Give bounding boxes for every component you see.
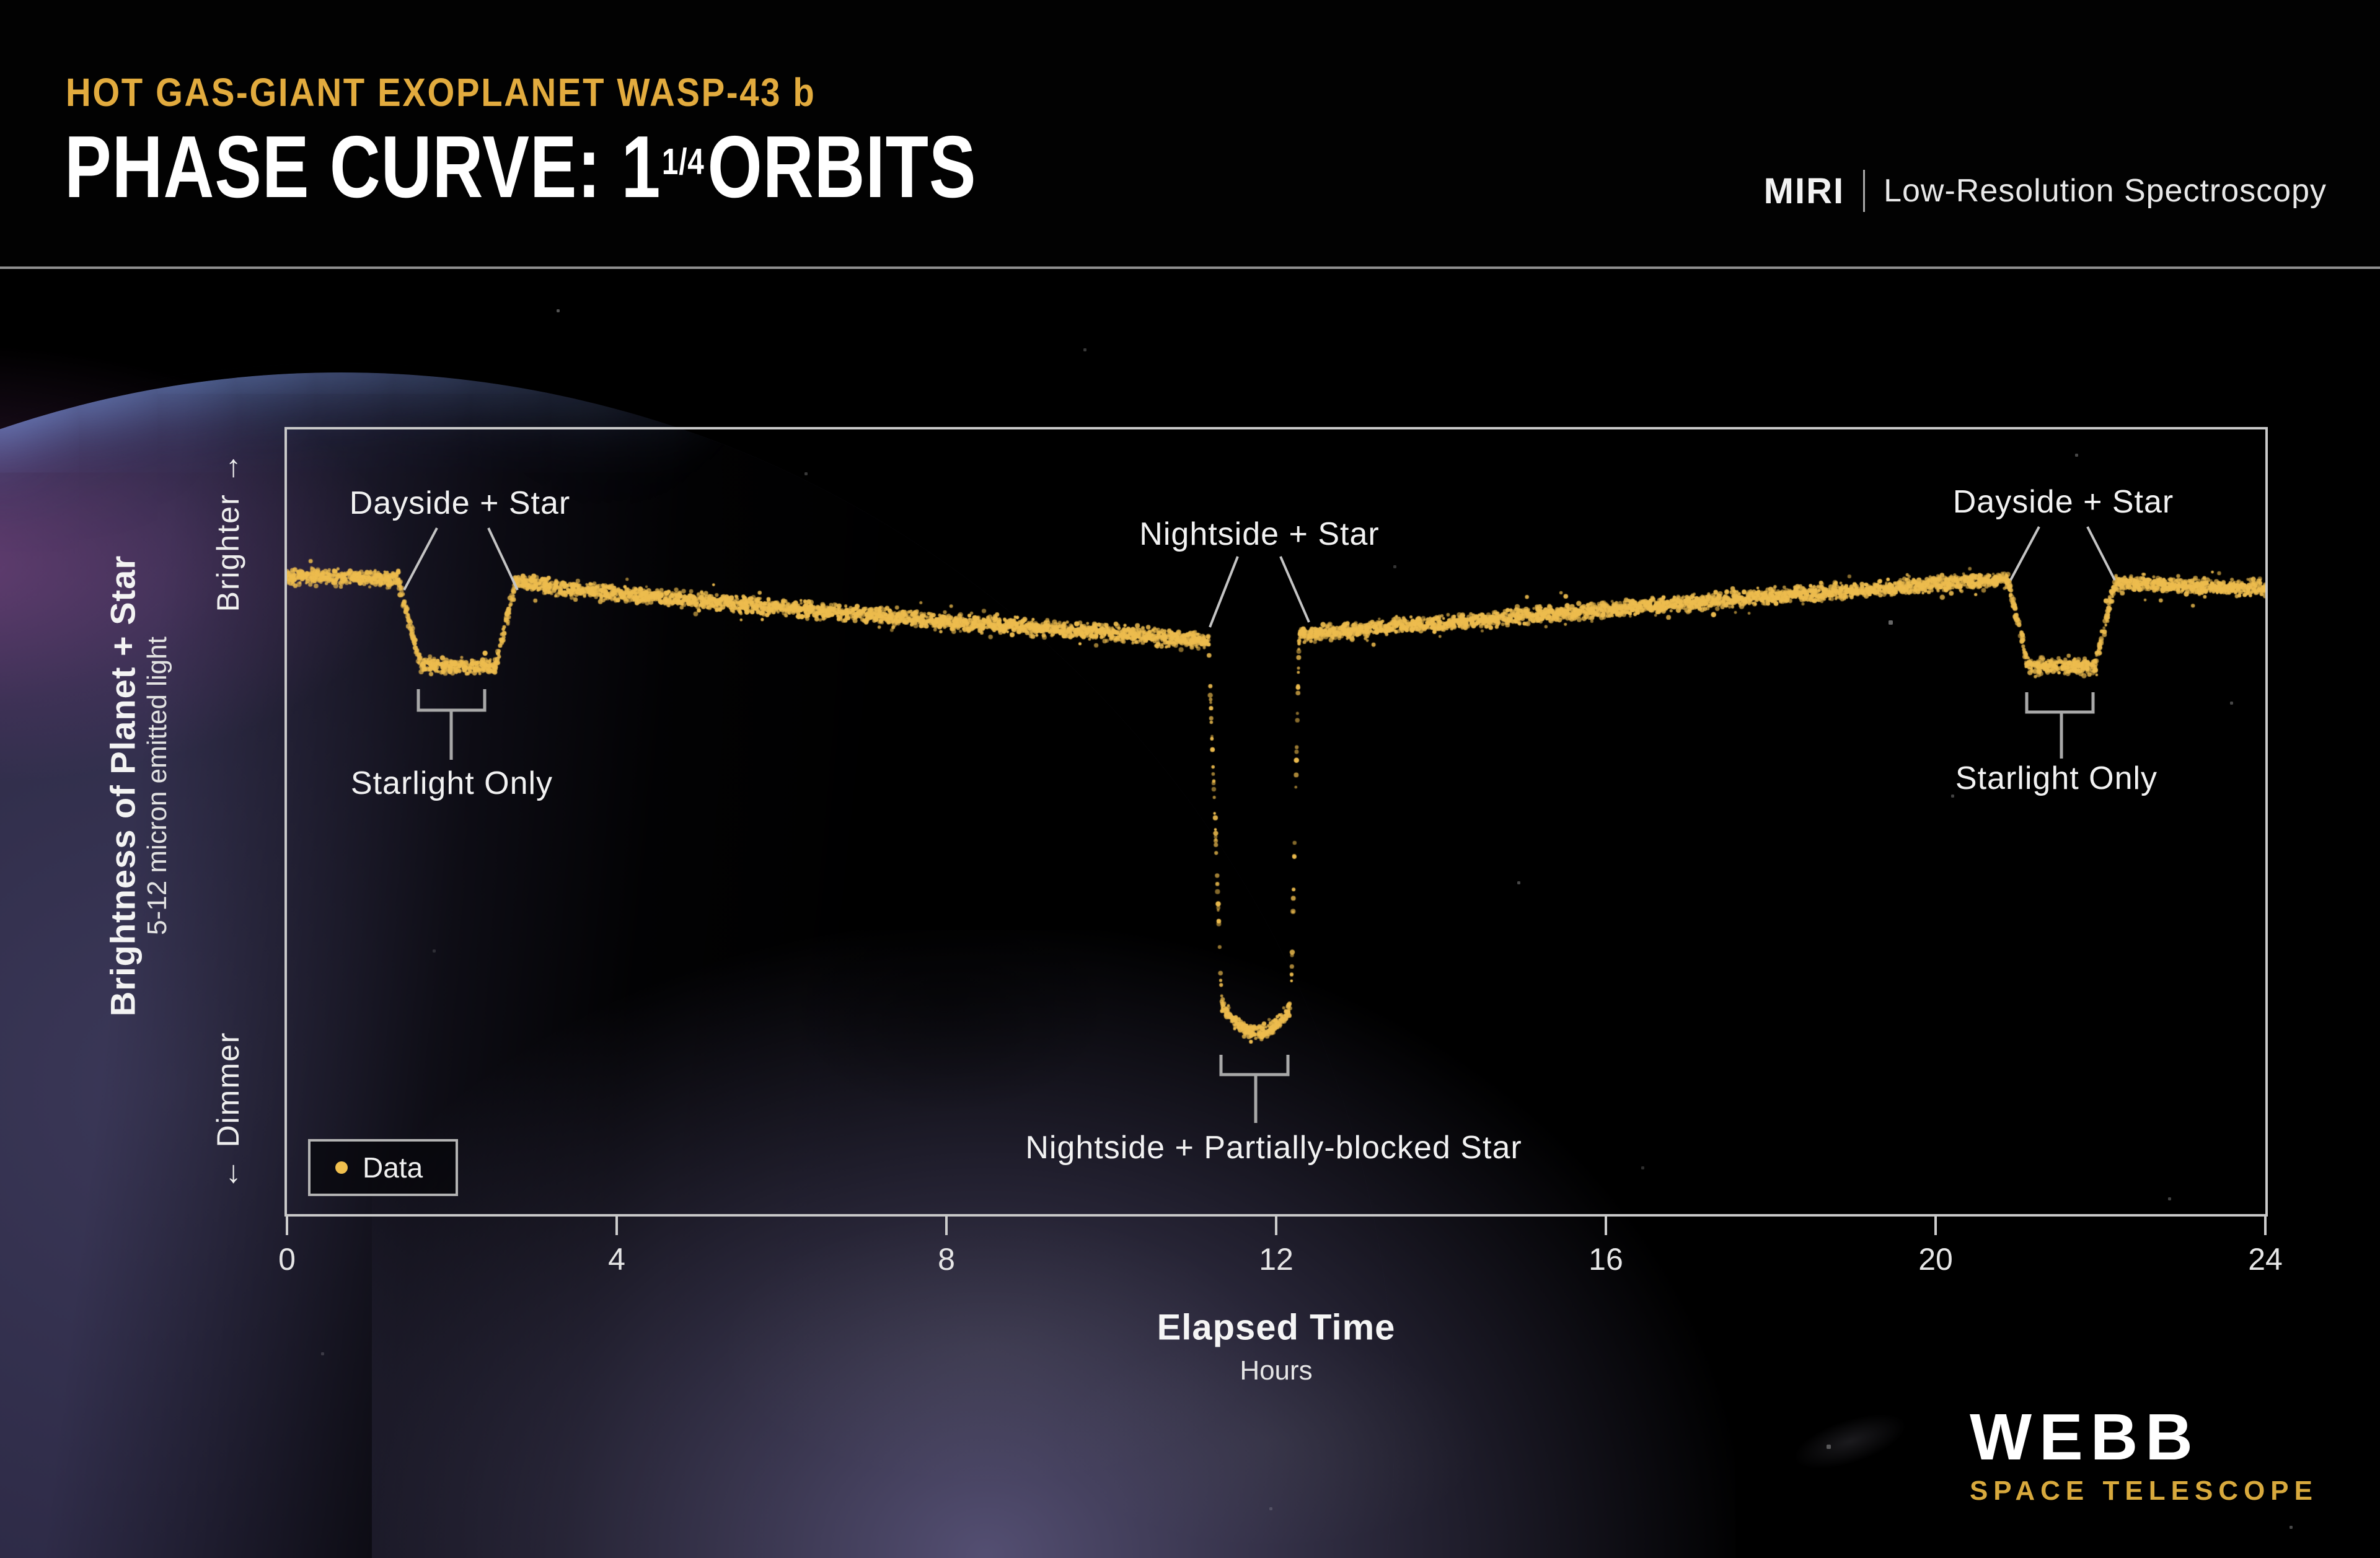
x-tick-mark [1604, 1217, 1607, 1235]
page-title: PHASE CURVE: 11/4ORBITS [64, 117, 976, 218]
legend: Data [308, 1139, 458, 1196]
y-axis-dimmer-label: ← Dimmer [211, 1031, 245, 1190]
phase-curve-scatter [287, 429, 2265, 1214]
x-tick-mark [2264, 1217, 2267, 1235]
x-tick-mark [945, 1217, 948, 1235]
background-stars [0, 269, 1, 270]
webb-logo: WEBB [1969, 1401, 2200, 1474]
webb-tagline: SPACE TELESCOPE [1969, 1476, 2318, 1507]
x-tick-label: 16 [1589, 1242, 1623, 1277]
annotation-nightside: Nightside + Star [1139, 516, 1380, 552]
x-tick-label: 12 [1259, 1242, 1294, 1277]
header: HOT GAS-GIANT EXOPLANET WASP-43 b PHASE … [0, 0, 2380, 266]
planet-cloud-wisp [1054, 1333, 1488, 1550]
eyebrow-title: HOT GAS-GIANT EXOPLANET WASP-43 b [66, 70, 816, 115]
x-tick-mark [1275, 1217, 1277, 1235]
y-axis-subtitle: 5-12 micron emitted light [142, 636, 172, 935]
x-axis-units: Hours [1240, 1355, 1313, 1386]
x-tick-label: 20 [1918, 1242, 1953, 1277]
annotation-dayside-left: Dayside + Star [349, 485, 571, 521]
x-tick-mark [286, 1217, 288, 1235]
x-tick-mark [1934, 1217, 1937, 1235]
x-tick-label: 0 [278, 1242, 296, 1277]
plot-frame [284, 427, 2268, 1217]
x-tick-mark [615, 1217, 618, 1235]
x-axis-ticks: 0 4 8 12 16 20 24 [278, 1214, 2283, 1288]
title-fraction: 1/4 [661, 141, 705, 183]
x-tick-label: 4 [608, 1242, 625, 1277]
header-divider-line [0, 266, 2380, 269]
title-suffix: ORBITS [707, 118, 977, 216]
y-axis-brighter-label: Brighter → [211, 451, 245, 612]
annotation-dayside-right: Dayside + Star [1952, 484, 2174, 520]
instrument-mode: Low-Resolution Spectroscopy [1884, 173, 2327, 209]
planet-cloud-wisp [713, 1209, 1271, 1488]
background-galaxy-smudge [1787, 1402, 1913, 1481]
annotation-starlight-right: Starlight Only [1955, 760, 2158, 796]
y-axis-title: Brightness of Planet + Star [103, 555, 143, 1017]
x-tick-label: 24 [2248, 1242, 2283, 1277]
annotation-transit: Nightside + Partially-blocked Star [1025, 1130, 1522, 1166]
vertical-divider [1863, 170, 1866, 212]
x-axis-title: Elapsed Time [1157, 1307, 1396, 1348]
annotation-starlight-left: Starlight Only [350, 765, 553, 801]
title-main: PHASE CURVE: 1 [64, 118, 661, 216]
instrument-name: MIRI [1763, 170, 1845, 211]
x-tick-label: 8 [938, 1242, 955, 1277]
webb-logo-block: WEBB SPACE TELESCOPE [1969, 1401, 2318, 1507]
legend-label: Data [363, 1151, 423, 1184]
legend-marker-dot [335, 1161, 348, 1174]
instrument-label: MIRI Low-Resolution Spectroscopy [1764, 166, 2327, 216]
